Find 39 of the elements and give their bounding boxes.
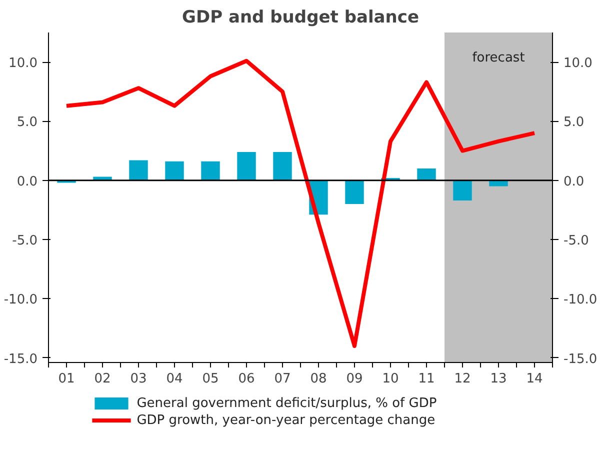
x-tick-label: 13	[490, 372, 507, 386]
y2-tick-label: 0.0	[564, 174, 584, 190]
y2-tick-label: 5.0	[564, 115, 584, 130]
x-tick-label: 02	[94, 372, 111, 386]
x-tick-label: 05	[202, 372, 219, 386]
y-tick-label: 5.0	[16, 115, 38, 130]
bar	[201, 161, 220, 180]
bar	[489, 180, 508, 186]
x-tick-label: 11	[418, 372, 435, 386]
x-tick-label: 01	[58, 372, 75, 386]
y2-tick-label: -15.0	[564, 352, 598, 367]
y-tick-label: 0.0	[16, 174, 38, 190]
legend-label: General government deficit/surplus, % of GDP	[136, 396, 437, 411]
y2-tick-label: -10.0	[564, 292, 598, 308]
chart-title: GDP and budget balance	[182, 8, 419, 28]
bar	[129, 160, 148, 180]
y2-tick-label: 10.0	[564, 56, 592, 72]
y-tick-label: 10.0	[8, 56, 38, 72]
y-tick-label: -15.0	[4, 352, 38, 367]
bar	[237, 152, 256, 180]
y2-tick-label: -5.0	[564, 233, 589, 248]
y-tick-label: -5.0	[12, 233, 38, 248]
x-tick-label: 12	[454, 372, 471, 386]
x-tick-label: 03	[130, 372, 147, 386]
bar	[453, 180, 472, 200]
x-tick-label: 04	[166, 372, 183, 386]
x-tick-label: 07	[274, 372, 291, 386]
legend-label: GDP growth, year-on-year percentage change	[136, 413, 436, 428]
x-tick-label: 08	[310, 372, 327, 386]
x-tick-label: 14	[526, 372, 543, 386]
bar	[165, 161, 184, 180]
bar	[345, 180, 364, 204]
bar	[417, 168, 436, 180]
bar	[273, 152, 292, 180]
x-tick-label: 09	[346, 372, 363, 386]
y-tick-label: -10.0	[4, 292, 38, 308]
x-tick-label: 10	[382, 372, 399, 386]
x-tick-label: 06	[238, 372, 255, 386]
band-label: forecast	[472, 50, 525, 66]
